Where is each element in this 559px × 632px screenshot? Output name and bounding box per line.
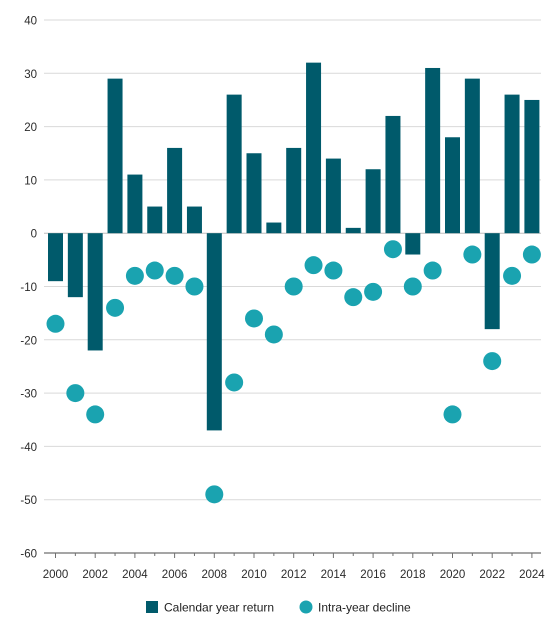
x-tick-label: 2016 <box>360 569 386 581</box>
dot-point <box>324 261 343 280</box>
dot-point <box>66 384 85 403</box>
bar <box>365 169 381 234</box>
bar <box>445 137 460 234</box>
x-tick-label: 2014 <box>321 569 347 581</box>
y-tick-label: 40 <box>24 16 37 28</box>
x-tick-label: 2008 <box>202 569 228 581</box>
dot-point <box>383 240 402 259</box>
bar <box>246 153 262 234</box>
y-tick-label: -20 <box>20 335 37 347</box>
x-axis: 2000 2002 2004 2006 2008 2010 2012 2014 2016 2018… <box>43 553 545 581</box>
bar <box>167 147 183 234</box>
bar <box>107 78 123 234</box>
bar <box>147 206 163 234</box>
bar-series <box>48 62 540 431</box>
dot-point <box>423 261 442 280</box>
dot-point <box>125 266 144 285</box>
y-tick-label: -40 <box>20 442 37 454</box>
dot-point <box>304 256 323 275</box>
bar <box>425 67 441 234</box>
dot-point <box>86 405 105 424</box>
dot-point <box>106 298 125 317</box>
x-tick-label: 2018 <box>400 569 426 581</box>
y-tick-label: -50 <box>20 495 37 507</box>
dot-point <box>522 245 541 264</box>
dot-point <box>46 314 65 333</box>
dot-point <box>344 288 363 307</box>
dot-point <box>284 277 303 296</box>
legend-label: Calendar year return <box>164 601 274 615</box>
x-tick-label: 2000 <box>43 569 69 581</box>
y-tick-label: -30 <box>20 389 37 401</box>
x-tick-label: 2024 <box>519 569 545 581</box>
bar <box>127 174 143 234</box>
y-axis-tick-labels: 40 30 20 10 0 -10 -20 -30 -40 -50 -60 <box>20 16 37 561</box>
dot-point <box>503 266 522 285</box>
bar <box>345 227 361 234</box>
dot-point <box>483 352 502 371</box>
dot-point <box>165 266 184 285</box>
dot-point <box>264 325 283 344</box>
y-tick-label: 0 <box>31 229 37 241</box>
bar <box>48 233 63 282</box>
bar <box>405 233 421 255</box>
bar <box>286 147 302 234</box>
bar <box>266 222 282 234</box>
dot-point <box>145 261 164 280</box>
dot-point <box>463 245 482 264</box>
bar <box>206 233 222 431</box>
y-tick-label: 10 <box>24 175 37 187</box>
legend-swatch-dot <box>299 600 313 614</box>
y-tick-label: -60 <box>20 549 37 561</box>
legend: Calendar year return Intra-year decline <box>146 600 411 615</box>
bar <box>325 158 341 234</box>
dot-point <box>443 405 462 424</box>
bar <box>186 206 202 234</box>
bar <box>484 233 500 330</box>
legend-item-calendar-year-return: Calendar year return <box>146 601 274 615</box>
legend-item-intra-year-decline: Intra-year decline <box>299 600 411 615</box>
x-tick-label: 2022 <box>479 569 505 581</box>
bar <box>464 78 480 234</box>
bar <box>524 99 540 234</box>
x-tick-label: 2020 <box>440 569 466 581</box>
dot-point <box>205 485 224 504</box>
bar <box>67 233 83 298</box>
y-tick-label: -10 <box>20 282 37 294</box>
legend-swatch-bar <box>146 601 158 613</box>
bar <box>306 62 322 234</box>
x-tick-label: 2006 <box>162 569 188 581</box>
x-tick-label: 2002 <box>82 569 108 581</box>
dot-series <box>46 240 541 504</box>
bar <box>87 233 103 351</box>
bar <box>504 94 520 234</box>
x-tick-label: 2012 <box>281 569 307 581</box>
y-tick-label: 30 <box>24 69 37 81</box>
dot-point <box>185 277 204 296</box>
y-tick-label: 20 <box>24 122 37 134</box>
dot-point <box>403 277 422 296</box>
legend-label: Intra-year decline <box>318 601 411 615</box>
bar <box>385 115 401 234</box>
dot-point <box>364 282 383 301</box>
x-tick-label: 2004 <box>122 569 148 581</box>
dot-point <box>225 373 244 392</box>
x-tick-label: 2010 <box>241 569 267 581</box>
bar <box>226 94 242 234</box>
dot-point <box>245 309 263 328</box>
